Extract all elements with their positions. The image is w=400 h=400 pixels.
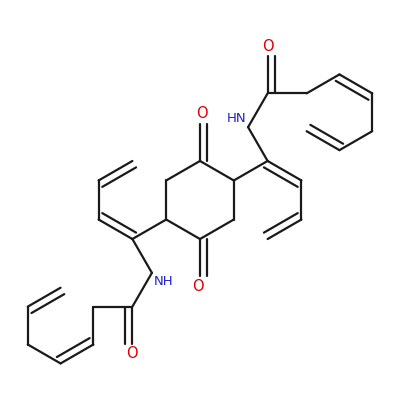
Text: O: O [192,278,204,294]
Text: O: O [126,346,137,361]
Text: NH: NH [154,275,174,288]
Text: O: O [196,106,208,122]
Text: HN: HN [226,112,246,125]
Text: O: O [263,39,274,54]
